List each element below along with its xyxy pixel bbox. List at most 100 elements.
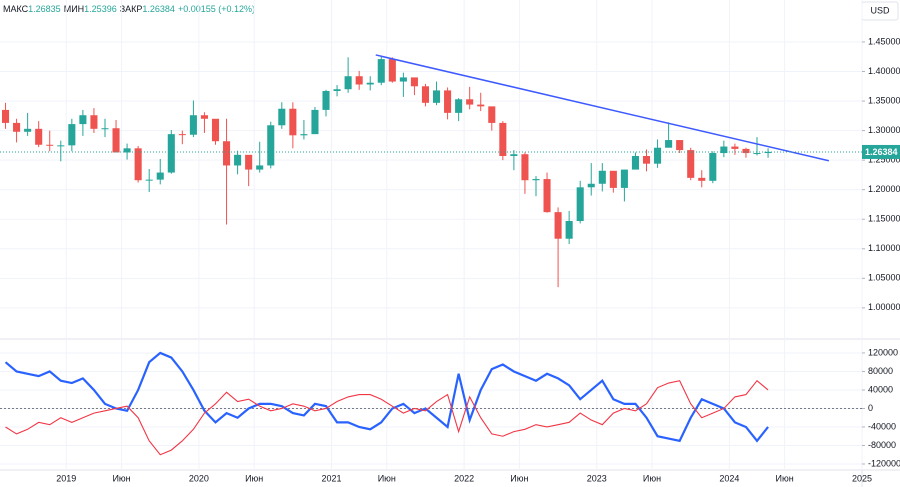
candle-body [499,122,507,156]
candle-body [521,154,529,181]
candle-body [90,115,98,129]
y-tick-label: 0 [868,403,873,413]
y-tick-label: 1.30000 [868,125,900,135]
candle-body [510,154,518,156]
candle-body [720,146,728,154]
candle-body [256,165,264,170]
candle-body [200,115,208,119]
candle-body [565,221,573,239]
candle-body [477,104,485,107]
y-tick-label: 1.25000 [868,155,900,165]
candle-body [245,154,253,170]
y-tick-label: 1.40000 [868,66,900,76]
candle-body [211,118,220,142]
candle-body [366,82,374,85]
last-price-label: 1.26384 [865,147,898,157]
x-tick-label: 2024 [719,473,739,483]
candle-body [344,76,352,90]
candle-body [444,90,452,113]
x-tick-label: Июн [378,473,396,483]
candle-body [421,86,430,103]
y-tick-label: -80000 [868,440,896,450]
candle-body [1,109,10,123]
x-tick-label: Июн [776,473,794,483]
candle-body [267,125,275,166]
candle-body [654,147,662,164]
candle-body [79,115,87,125]
change: +0.00155 (+0.12%) [177,4,256,14]
x-tick-label: Июн [112,473,130,483]
candle-body [466,99,474,105]
candle-body [311,109,319,135]
candle-body [543,179,551,213]
y-tick-label: 1.00000 [868,302,900,312]
candle-body [278,108,286,126]
close-label: ЗАКР [119,4,143,14]
candle-body [101,128,109,130]
candle-body [455,99,463,113]
candle-body [234,154,242,166]
candle-body [532,179,540,181]
candle-body [145,179,153,181]
candle-body [167,134,175,173]
low-value: 1.25396 [84,4,117,14]
candle-body [665,140,673,148]
high-value: 1.26835 [28,4,61,14]
candle-body [123,148,131,153]
close-value: 1.26384 [142,4,175,14]
candle-body [289,108,297,136]
candle-body [156,172,164,180]
candle-body [24,128,32,132]
candle-body [698,177,706,181]
candle-body [355,76,363,85]
candle-body [322,91,330,110]
candle-body [112,128,120,153]
candle-body [178,134,186,136]
candle-body [642,156,651,164]
candle-body [598,170,606,184]
candle-body [13,122,21,132]
candle-body [488,106,496,123]
candle-body [46,144,54,146]
y-tick-label: 1.20000 [868,184,900,194]
candle-body [631,156,639,170]
candle-body [377,59,385,83]
candle-body [753,153,761,155]
y-tick-label: 40000 [868,384,893,394]
candle-body [68,124,76,146]
y-tick-label: 1.10000 [868,243,900,253]
candle-body [687,150,695,178]
candle-body [35,128,43,145]
candle-body [432,90,441,103]
candle-body [223,141,231,166]
candle-body [333,89,341,91]
x-tick-label: 2019 [56,473,76,483]
candle-body [609,170,617,188]
last-price-tag [862,144,900,159]
y-tick-label: 120000 [868,347,898,357]
x-tick-label: Июн [643,473,661,483]
y-tick-label: -120000 [868,458,900,468]
indicator-line [5,379,769,456]
candle-body [709,153,717,181]
low-label: МИН [63,4,85,14]
candle-body [731,146,739,149]
y-tick-label: -40000 [868,421,896,431]
x-tick-label: 2020 [189,473,209,483]
candle-body [587,183,595,188]
x-tick-label: Июн [510,473,528,483]
candle-body [576,187,584,221]
y-tick-label: 1.45000 [868,36,900,46]
high-label: МАКС [3,4,29,14]
currency: USD [870,5,890,15]
candle-body [134,148,142,181]
candle-body [620,169,628,188]
y-tick-label: 1.15000 [868,214,900,224]
candle-body [676,140,684,151]
ohlc-header: МАКС1.26835 МИН1.25396 ЗАКР1.26384 +0.00155… [3,4,258,14]
x-tick-label: 2021 [322,473,342,483]
candle-body [554,212,562,239]
candle-body [388,59,396,82]
candle-body [57,145,65,147]
